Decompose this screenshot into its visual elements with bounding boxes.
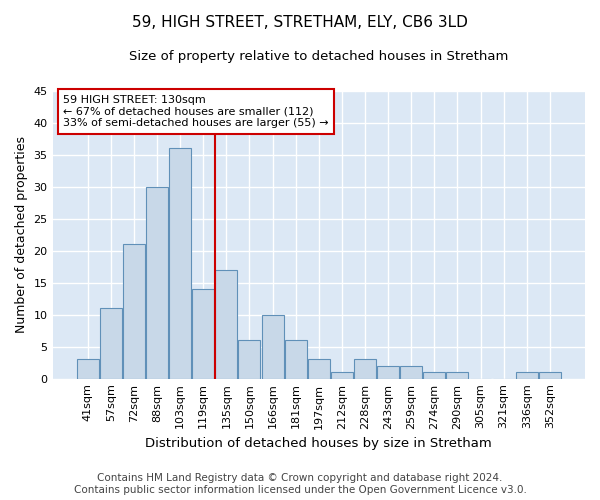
Bar: [123, 244, 145, 378]
Bar: [516, 372, 538, 378]
Bar: [146, 186, 168, 378]
Bar: [100, 308, 122, 378]
Bar: [192, 289, 214, 378]
Bar: [539, 372, 561, 378]
Bar: [424, 372, 445, 378]
Bar: [308, 360, 330, 378]
Text: 59, HIGH STREET, STRETHAM, ELY, CB6 3LD: 59, HIGH STREET, STRETHAM, ELY, CB6 3LD: [132, 15, 468, 30]
Bar: [284, 340, 307, 378]
Text: Contains HM Land Registry data © Crown copyright and database right 2024.
Contai: Contains HM Land Registry data © Crown c…: [74, 474, 526, 495]
X-axis label: Distribution of detached houses by size in Stretham: Distribution of detached houses by size …: [145, 437, 492, 450]
Bar: [354, 360, 376, 378]
Bar: [77, 360, 98, 378]
Bar: [446, 372, 469, 378]
Bar: [238, 340, 260, 378]
Bar: [262, 314, 284, 378]
Bar: [215, 270, 238, 378]
Bar: [331, 372, 353, 378]
Y-axis label: Number of detached properties: Number of detached properties: [15, 136, 28, 333]
Title: Size of property relative to detached houses in Stretham: Size of property relative to detached ho…: [129, 50, 508, 63]
Bar: [377, 366, 399, 378]
Bar: [169, 148, 191, 378]
Text: 59 HIGH STREET: 130sqm
← 67% of detached houses are smaller (112)
33% of semi-de: 59 HIGH STREET: 130sqm ← 67% of detached…: [63, 95, 329, 128]
Bar: [400, 366, 422, 378]
